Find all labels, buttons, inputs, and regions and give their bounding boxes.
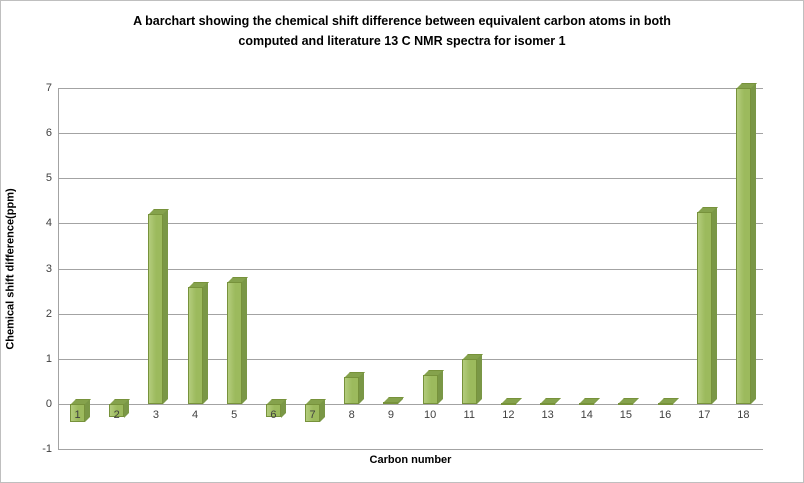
bar-carbon-7 — [305, 398, 327, 422]
y-axis-title: Chemical shift difference(ppm) — [3, 88, 19, 449]
bar-front-face — [305, 403, 321, 422]
bar-carbon-15 — [618, 397, 640, 405]
gridline — [58, 178, 763, 180]
y-tick-label: 6 — [45, 127, 52, 140]
x-tick-label: 5 — [231, 408, 238, 421]
bar-front-face — [696, 212, 712, 404]
gridline — [58, 313, 763, 315]
bar-front-face — [735, 88, 751, 404]
y-tick-label: 4 — [45, 217, 52, 230]
bar-front-face — [383, 401, 399, 404]
bar-front-face — [461, 358, 477, 404]
bar-front-face — [657, 402, 673, 405]
x-axis-title: Carbon number — [369, 454, 452, 466]
bar-side-face — [476, 353, 482, 404]
bar-front-face — [265, 403, 281, 418]
bar-side-face — [202, 281, 208, 404]
gridline — [58, 358, 763, 360]
x-tick-label: 7 — [309, 408, 316, 421]
bar-carbon-4 — [187, 281, 209, 404]
bar-side-face — [437, 369, 443, 404]
bar-carbon-6 — [265, 398, 287, 418]
y-tick-label: 2 — [45, 307, 52, 320]
x-tick-label: 11 — [463, 408, 475, 421]
y-tick-label: -1 — [42, 443, 52, 455]
bar-carbon-9 — [383, 396, 405, 404]
x-tick-label: 13 — [541, 408, 554, 421]
x-tick-label: 8 — [348, 408, 355, 421]
y-tick-label: 3 — [45, 262, 52, 275]
x-tick-label: 2 — [113, 408, 120, 421]
bar-front-face — [187, 286, 203, 404]
x-tick-label: 4 — [192, 408, 199, 421]
bar-front-face — [344, 376, 360, 404]
bar-carbon-3 — [148, 209, 170, 404]
gridline — [58, 403, 763, 405]
x-tick-label: 12 — [502, 408, 515, 421]
x-tick-label: 18 — [737, 408, 750, 421]
y-tick-label: 5 — [45, 172, 52, 185]
x-tick-label: 9 — [387, 408, 394, 421]
bar-front-face — [109, 403, 125, 418]
x-tick-label: 3 — [152, 408, 159, 421]
x-tick-label: 10 — [423, 408, 437, 421]
bar-front-face — [618, 402, 634, 405]
x-tick-label: 15 — [619, 408, 633, 421]
x-tick-label: 6 — [270, 408, 277, 421]
bar-front-face — [226, 282, 242, 404]
x-tick-label: 14 — [580, 408, 593, 421]
y-tick-label: 0 — [45, 397, 52, 410]
x-tick-label: 17 — [698, 408, 711, 421]
bar-carbon-10 — [422, 369, 444, 404]
bar-carbon-14 — [579, 397, 601, 405]
bar-carbon-5 — [226, 277, 248, 404]
bar-carbon-12 — [500, 397, 522, 405]
gridline — [58, 268, 763, 270]
y-tick-label: 7 — [45, 82, 52, 94]
gridline — [58, 88, 763, 89]
bar-front-face — [540, 402, 556, 405]
bar-side-face — [359, 371, 365, 404]
bar-carbon-11 — [461, 353, 483, 404]
bar-carbon-17 — [696, 207, 718, 404]
plot-area: -1 0 1 2 3 4 5 6 7 1 2 3 4 5 6 7 8 9 10 11 12 13 14 15 16 17 18 — [42, 82, 763, 455]
bar-side-face — [750, 83, 756, 404]
gridline — [58, 133, 763, 135]
bar-side-face — [241, 277, 247, 404]
bar-front-face — [579, 402, 595, 405]
bar-front-face — [422, 374, 438, 404]
bar-carbon-8 — [344, 371, 366, 404]
gridline — [58, 449, 763, 450]
bar-front-face — [70, 403, 86, 422]
y-tick-label: 1 — [45, 352, 52, 365]
bar-front-face — [148, 214, 164, 404]
bar-carbon-16 — [657, 397, 679, 405]
y-axis-title-text: Chemical shift difference(ppm) — [5, 187, 18, 350]
x-tick-label: 1 — [74, 408, 81, 421]
chart-title: A barchart showing the chemical shift di… — [133, 14, 671, 48]
bar-carbon-2 — [109, 398, 131, 418]
bar-carbon-1 — [70, 398, 92, 422]
gridline — [58, 223, 763, 225]
bar-side-face — [163, 209, 169, 404]
bar-side-face — [711, 207, 717, 404]
bar-carbon-13 — [540, 397, 562, 405]
x-tick-label: 16 — [658, 408, 672, 421]
bar-front-face — [500, 402, 516, 405]
bar-carbon-18 — [735, 83, 757, 404]
